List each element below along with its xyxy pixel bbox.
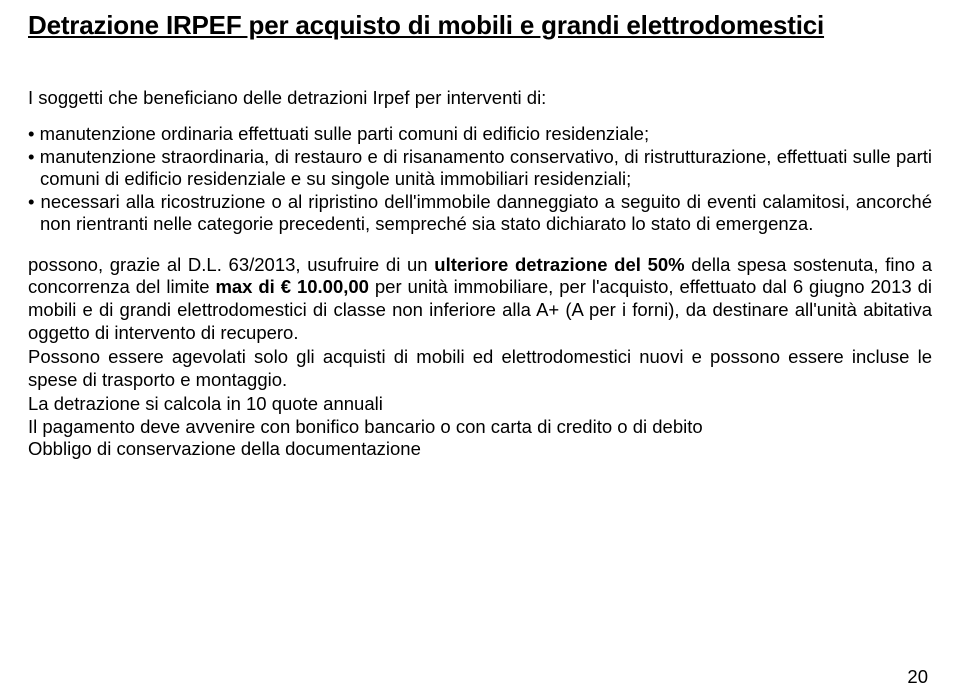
text-run: possono, grazie al D.L. 63/2013, usufrui… [28, 254, 434, 275]
bullet-list: manutenzione ordinaria effettuati sulle … [28, 123, 932, 236]
page-number: 20 [907, 666, 928, 688]
paragraph-line: La detrazione si calcola in 10 quote ann… [28, 393, 932, 416]
text-bold: max di € 10.00,00 [215, 276, 369, 297]
text-bold: ulteriore detrazione del 50% [434, 254, 684, 275]
paragraph-line: Il pagamento deve avvenire con bonifico … [28, 416, 932, 439]
list-item: manutenzione ordinaria effettuati sulle … [28, 123, 932, 146]
list-item: manutenzione straordinaria, di restauro … [28, 146, 932, 191]
document-page: Detrazione IRPEF per acquisto di mobili … [0, 0, 960, 696]
paragraph-line: Possono essere agevolati solo gli acquis… [28, 346, 932, 391]
paragraph-main: possono, grazie al D.L. 63/2013, usufrui… [28, 254, 932, 344]
list-item: necessari alla ricostruzione o al ripris… [28, 191, 932, 236]
intro-text: I soggetti che beneficiano delle detrazi… [28, 87, 932, 109]
paragraph-line: Obbligo di conservazione della documenta… [28, 438, 932, 461]
page-title: Detrazione IRPEF per acquisto di mobili … [28, 10, 932, 41]
